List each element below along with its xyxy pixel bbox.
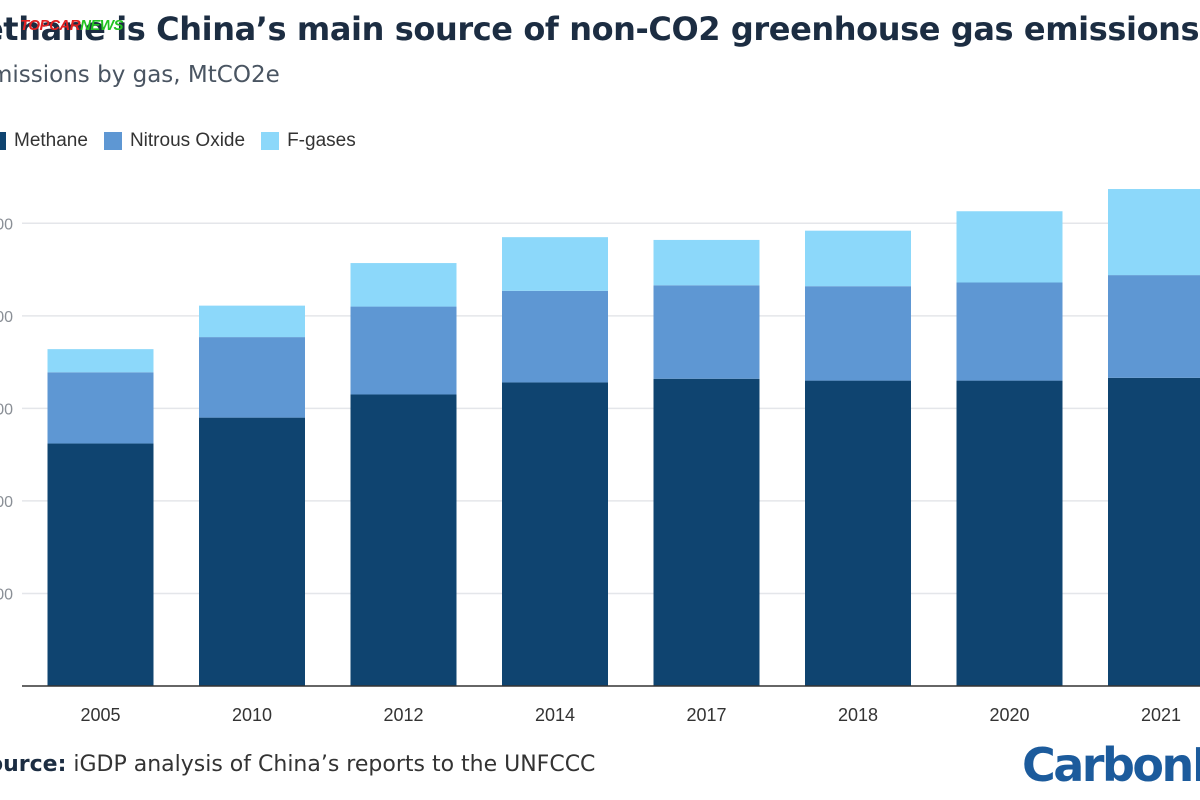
bar-nitrous-oxide-2020 xyxy=(956,282,1063,381)
bar-f-gases-2021 xyxy=(1108,189,1200,276)
bar-f-gases-2020 xyxy=(956,211,1063,283)
bar-nitrous-oxide-2014 xyxy=(502,290,608,383)
bar-nitrous-oxide-2017 xyxy=(653,285,760,379)
bar-nitrous-oxide-2012 xyxy=(350,306,457,395)
bar-methane-2014 xyxy=(502,382,608,686)
legend-label-nitrous-oxide: Nitrous Oxide xyxy=(129,130,246,151)
bar-methane-2017 xyxy=(653,378,760,686)
legend-swatch-f-gases xyxy=(261,132,280,150)
bar-f-gases-2014 xyxy=(502,237,608,291)
bar-nitrous-oxide-2010 xyxy=(199,337,305,418)
legend-label-methane: Methane xyxy=(14,130,88,151)
x-axis-ticks: 2005 2010 2012 2014 2017 2018 2020 2021 xyxy=(80,705,1181,725)
source-note: ource: iGDP analysis of China’s reports … xyxy=(0,752,595,777)
legend-label-f-gases: F-gases xyxy=(287,130,356,151)
bar-f-gases-2005 xyxy=(47,349,154,373)
y-tick-label: 00 xyxy=(0,401,13,418)
x-tick-label: 2018 xyxy=(838,705,878,725)
bar-methane-2018 xyxy=(805,380,911,686)
publisher-logo: CarbonBri xyxy=(1022,738,1200,792)
x-tick-label: 2021 xyxy=(1141,705,1181,725)
x-tick-label: 2010 xyxy=(232,705,272,725)
x-tick-label: 2012 xyxy=(383,705,423,725)
legend: Methane Nitrous Oxide F-gases xyxy=(0,128,356,154)
chart-subtitle: missions by gas, MtCO2e xyxy=(0,62,280,88)
y-tick-label: 00 xyxy=(0,494,13,511)
watermark-part-1: TOPCAR xyxy=(20,17,81,34)
y-axis-ticks: 00 00 00 00 00 xyxy=(0,216,13,603)
legend-swatch-nitrous-oxide xyxy=(103,132,122,150)
x-tick-label: 2020 xyxy=(989,705,1029,725)
bar-methane-2020 xyxy=(956,380,1063,686)
y-tick-label: 00 xyxy=(0,309,13,326)
legend-item-methane: Methane xyxy=(0,130,88,152)
bar-f-gases-2018 xyxy=(805,230,911,287)
source-text: iGDP analysis of China’s reports to the … xyxy=(66,752,596,777)
bar-f-gases-2010 xyxy=(199,305,305,338)
chart-title: ethane is China’s main source of non-CO2… xyxy=(0,10,1200,48)
watermark-part-2: NEWS xyxy=(80,17,124,34)
bars xyxy=(47,189,1200,686)
bar-nitrous-oxide-2005 xyxy=(47,372,154,444)
bar-methane-2005 xyxy=(47,443,154,686)
y-tick-label: 00 xyxy=(0,586,13,603)
x-tick-label: 2017 xyxy=(686,705,726,725)
bar-f-gases-2017 xyxy=(653,239,760,286)
bar-methane-2012 xyxy=(350,394,457,686)
legend-item-nitrous-oxide: Nitrous Oxide xyxy=(103,130,246,152)
bar-methane-2010 xyxy=(199,417,305,686)
legend-swatch-methane xyxy=(0,132,6,150)
x-tick-label: 2014 xyxy=(535,705,575,725)
bar-nitrous-oxide-2021 xyxy=(1108,275,1200,378)
x-tick-label: 2005 xyxy=(80,705,120,725)
y-tick-label: 00 xyxy=(0,216,13,233)
bar-methane-2021 xyxy=(1108,377,1200,686)
watermark-logo: TOPCARNEWS xyxy=(20,17,124,34)
bar-f-gases-2012 xyxy=(350,263,457,307)
bar-nitrous-oxide-2018 xyxy=(805,286,911,381)
legend-item-f-gases: F-gases xyxy=(261,130,356,152)
source-label: ource: xyxy=(0,752,67,777)
